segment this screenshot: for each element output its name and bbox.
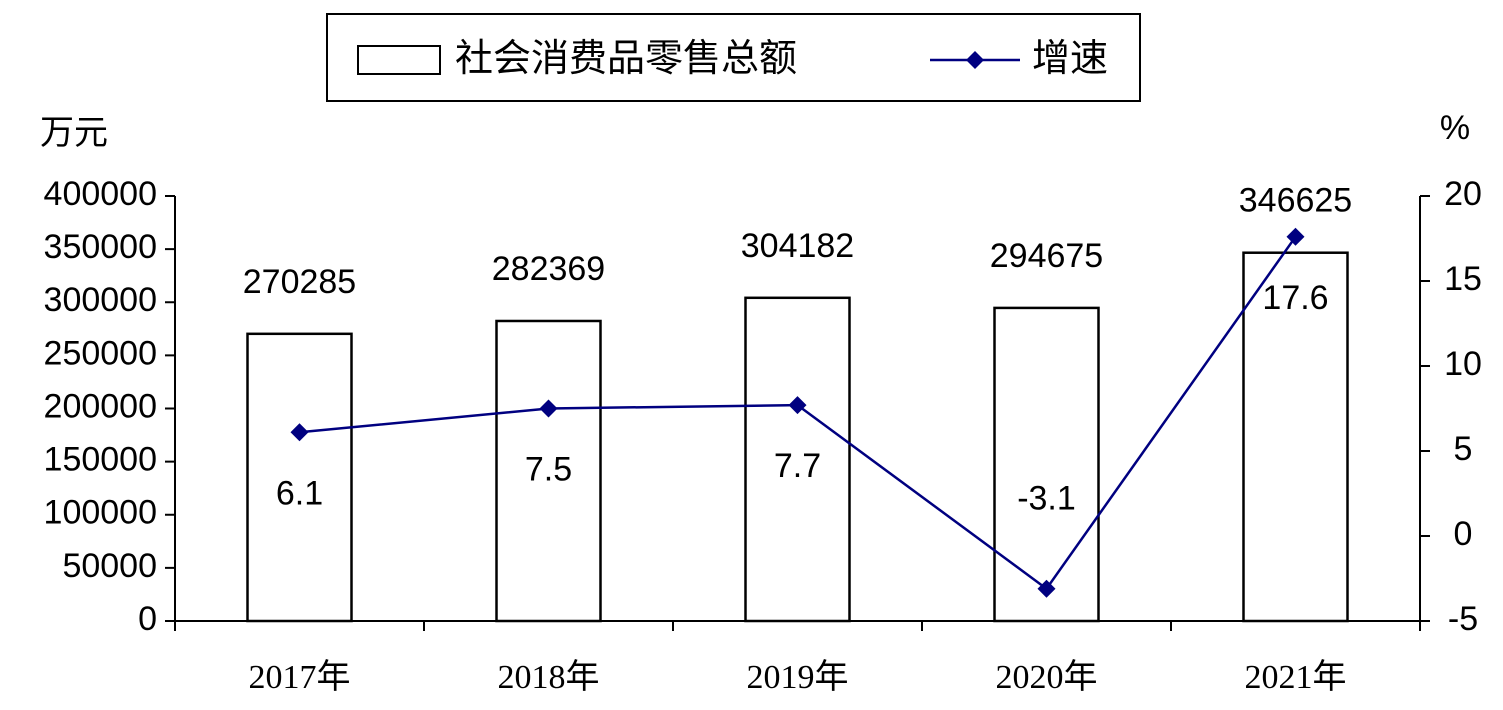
line-marker <box>290 423 309 442</box>
line-marker <box>1037 579 1056 598</box>
x-tick-label: 2017年 <box>249 658 351 696</box>
bar-value-label: 346625 <box>1239 182 1352 220</box>
y2-tick-label: 0 <box>1454 515 1473 553</box>
line-value-label: -3.1 <box>1017 480 1076 518</box>
line-value-label: 7.7 <box>774 447 821 485</box>
y-tick-label: 400000 <box>44 175 157 213</box>
legend-label: 增速 <box>1032 38 1108 80</box>
y-tick-label: 100000 <box>44 494 157 532</box>
y-tick-label: 0 <box>138 600 157 638</box>
line-value-label: 17.6 <box>1262 279 1328 317</box>
bar <box>993 306 1100 623</box>
y-tick-label: 300000 <box>44 281 157 319</box>
line-value-label: 6.1 <box>276 474 323 512</box>
line-marker <box>788 396 807 415</box>
x-tick-label: 2018年 <box>498 658 600 696</box>
legend-label: 社会消费品零售总额 <box>455 38 797 80</box>
y2-tick-label: 15 <box>1444 260 1482 298</box>
y2-axis-label: % <box>1440 109 1470 147</box>
line-marker <box>1286 227 1305 246</box>
bar-value-label: 304182 <box>741 227 854 265</box>
y2-tick-label: 5 <box>1454 430 1473 468</box>
bar <box>495 319 602 623</box>
legend-swatch <box>357 45 441 75</box>
y-tick-label: 250000 <box>44 334 157 372</box>
y-tick-label: 50000 <box>62 547 157 585</box>
y-tick-label: 200000 <box>44 387 157 425</box>
legend-marker <box>966 51 984 69</box>
y-tick-label: 150000 <box>44 441 157 479</box>
bar-value-label: 270285 <box>243 263 356 301</box>
x-tick-label: 2021年 <box>1245 658 1347 696</box>
line-marker <box>539 399 558 418</box>
bar-value-label: 294675 <box>990 237 1103 275</box>
bar <box>744 296 851 623</box>
bar <box>1242 251 1349 623</box>
bar <box>246 332 353 623</box>
y2-tick-label: -5 <box>1448 600 1478 638</box>
x-tick-label: 2019年 <box>747 658 849 696</box>
x-tick-label: 2020年 <box>996 658 1098 696</box>
legend-box <box>326 13 1141 102</box>
y-tick-label: 350000 <box>44 228 157 266</box>
line-value-label: 7.5 <box>525 450 572 488</box>
y-axis-label: 万元 <box>40 114 108 152</box>
bar-value-label: 282369 <box>492 250 605 288</box>
y2-tick-label: 10 <box>1444 345 1482 383</box>
y2-tick-label: 20 <box>1444 175 1482 213</box>
